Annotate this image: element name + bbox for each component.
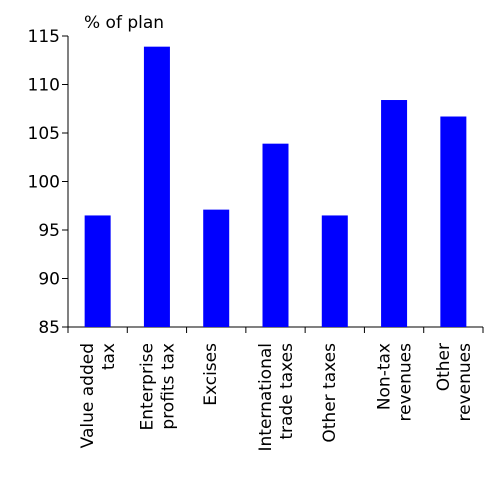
bar (203, 209, 230, 327)
chart-title: % of plan (84, 13, 164, 33)
x-tick-label: Non-taxrevenues (375, 343, 416, 422)
y-tick-label: 110 (28, 76, 60, 96)
bar (381, 100, 408, 328)
bar (262, 143, 289, 327)
x-tick-label: Enterpriseprofits tax (137, 343, 178, 430)
y-tick-label: 95 (38, 221, 60, 241)
x-tick-label: Otherrevenues (434, 343, 475, 422)
y-tick-label: 100 (28, 173, 60, 193)
bar (321, 215, 348, 327)
bar (84, 215, 111, 327)
y-tick-label: 115 (28, 27, 60, 47)
y-tick-label: 105 (28, 124, 60, 144)
y-tick-label: 90 (38, 270, 60, 290)
bar (143, 46, 170, 328)
y-tick-label: 85 (38, 318, 60, 338)
x-tick-label: Internationaltrade taxes (256, 343, 297, 452)
x-tick-label: Value addedtax (78, 343, 119, 448)
x-tick-label: Other taxes (320, 343, 340, 443)
bar (440, 116, 467, 327)
x-tick-label: Excises (201, 343, 221, 406)
